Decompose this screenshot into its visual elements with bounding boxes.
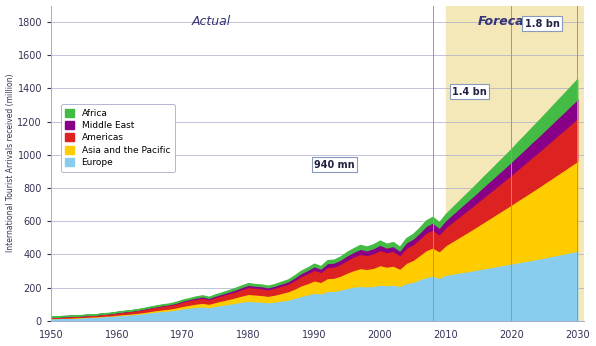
Text: Actual: Actual [191, 15, 231, 28]
Text: 1.8 bn: 1.8 bn [524, 19, 560, 29]
Bar [446, 6, 584, 321]
Text: 1.4 bn: 1.4 bn [452, 87, 487, 97]
Legend: Africa, Middle East, Americas, Asia and the Pacific, Europe: Africa, Middle East, Americas, Asia and … [61, 104, 175, 172]
Y-axis label: International Tourist Arrivals received (million): International Tourist Arrivals received … [5, 74, 14, 252]
Text: 940 mn: 940 mn [314, 160, 355, 170]
Text: Forecasts: Forecasts [478, 15, 546, 28]
